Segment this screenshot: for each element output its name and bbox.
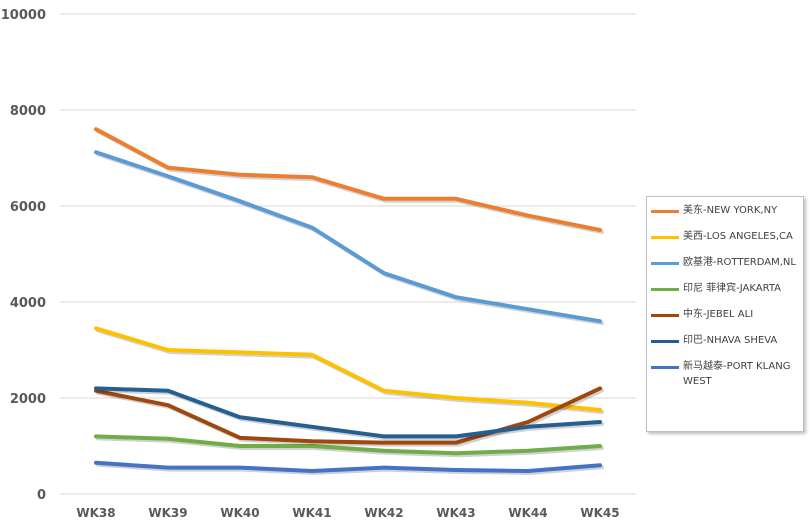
x-tick-label: WK40 [220,506,259,520]
series-line [94,326,602,412]
legend-label: 美东-NEW YORK,NY [683,205,778,216]
legend-swatch [651,262,679,265]
series-line [94,386,602,445]
legend-label: 印尼 菲律宾-JAKARTA [683,283,782,294]
legend-item: 新马越泰-PORT KLANG WEST [651,359,803,389]
y-axis-ticks: 0 2000 4000 6000 8000 10000 [1,8,46,503]
y-tick-label: 8000 [10,104,46,119]
legend-label: 新马越泰-PORT KLANG WEST [683,361,791,387]
legend-label: 中东-JEBEL ALI [683,309,754,320]
x-tick-label: WK43 [436,506,475,520]
x-axis-ticks: WK38 WK39 WK40 WK41 WK42 WK43 WK44 WK45 [76,506,619,520]
gridlines [60,13,636,495]
legend-swatch [651,210,679,213]
legend-swatch [651,340,679,343]
series-line [94,127,602,232]
y-tick-label: 6000 [10,200,46,215]
series-line [94,460,602,473]
legend-swatch [651,366,679,369]
legend-item: 印巴-NHAVA SHEVA [651,333,803,348]
legend-item: 中东-JEBEL ALI [651,307,803,322]
series-line [94,434,602,456]
series-line-shadow [96,388,604,447]
y-tick-label: 2000 [10,392,46,407]
x-tick-label: WK41 [292,506,331,520]
series-line [94,386,602,439]
legend: 美东-NEW YORK,NY 美西-LOS ANGELES,CA 欧基港-ROT… [646,196,804,432]
x-tick-label: WK44 [508,506,547,520]
series-lines [94,127,604,475]
legend-item: 美东-NEW YORK,NY [651,203,803,218]
series-line [94,150,602,324]
legend-item: 印尼 菲律宾-JAKARTA [651,281,803,296]
y-tick-label: 4000 [10,296,46,311]
y-tick-label: 0 [37,488,46,503]
x-tick-label: WK42 [364,506,403,520]
x-tick-label: WK39 [148,506,187,520]
y-tick-label: 10000 [1,8,46,23]
legend-item: 美西-LOS ANGELES,CA [651,229,803,244]
legend-swatch [651,314,679,317]
legend-swatch [651,236,679,239]
legend-label: 美西-LOS ANGELES,CA [683,231,793,242]
x-tick-label: WK45 [580,506,619,520]
legend-label: 欧基港-ROTTERDAM,NL [683,257,796,268]
legend-item: 欧基港-ROTTERDAM,NL [651,255,803,270]
legend-swatch [651,288,679,291]
legend-label: 印巴-NHAVA SHEVA [683,335,778,346]
series-line-shadow [96,328,604,414]
x-tick-label: WK38 [76,506,115,520]
